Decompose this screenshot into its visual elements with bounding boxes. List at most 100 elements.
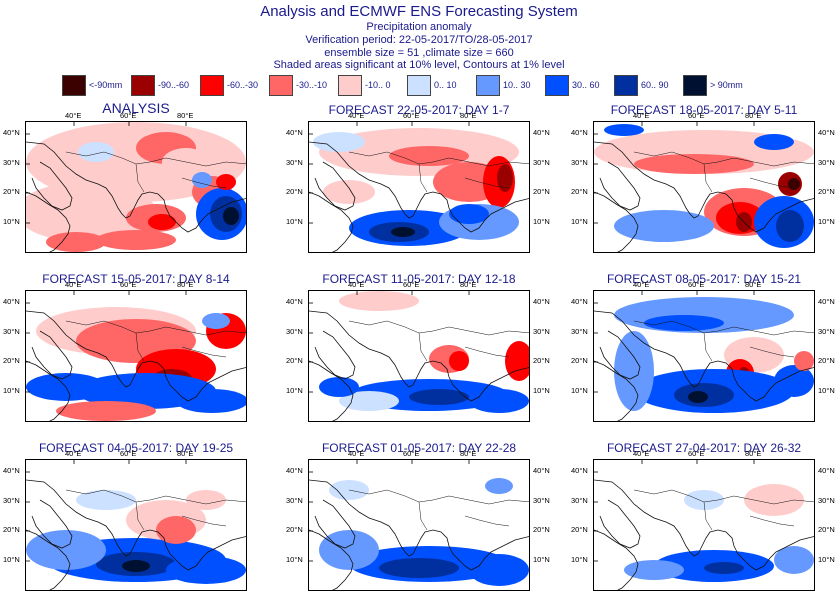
legend-label: 0.. 10 <box>434 80 457 90</box>
lat-tick-label: 30°N <box>3 158 20 167</box>
coastline <box>594 360 639 421</box>
lat-tick-label: 40°N <box>3 466 20 475</box>
anomaly-region <box>156 516 196 544</box>
country-border <box>65 320 246 362</box>
lat-tick-label: 30°N <box>571 327 588 336</box>
lon-tick-label: 80°E <box>460 449 477 458</box>
anomaly-region <box>485 478 513 494</box>
legend-swatch <box>131 75 155 96</box>
coastline <box>314 330 356 380</box>
anomaly-region <box>614 210 714 242</box>
country-border <box>348 151 529 193</box>
anomaly-region <box>379 558 459 578</box>
lat-tick-label: 10°N <box>818 217 835 226</box>
anomaly-region <box>216 174 236 190</box>
lat-tick-label: 30°N <box>286 327 303 336</box>
legend-label: -60..-30 <box>227 80 259 90</box>
anomaly-region <box>634 154 754 174</box>
lon-tick-label: 60°E <box>403 449 420 458</box>
coastline <box>26 141 246 233</box>
anomaly-region <box>604 124 644 136</box>
lat-tick-label: 10°N <box>818 555 835 564</box>
anomaly-region <box>469 389 529 413</box>
lat-tick-label: 20°N <box>533 525 550 534</box>
lon-tick-label: 60°E <box>120 111 137 120</box>
lat-tick-label: 40°N <box>3 297 20 306</box>
map-panel: FORECAST 01-05-2017: DAY 22-28 40°E 60°E 80… <box>286 441 550 591</box>
coastline <box>26 479 246 571</box>
country-border <box>633 489 814 531</box>
lat-tick-label: 20°N <box>818 356 835 365</box>
anomaly-region <box>26 530 106 570</box>
map-canvas <box>309 291 529 421</box>
lat-tick-label: 40°N <box>818 297 835 306</box>
lon-tick-label: 60°E <box>120 280 137 289</box>
verification-period: Verification period: 22-05-2017/TO/28-05… <box>305 34 533 46</box>
anomaly-region <box>794 351 814 371</box>
legend-swatch <box>476 75 500 96</box>
anomaly-map <box>308 121 530 253</box>
lon-tick-label: 40°E <box>348 449 365 458</box>
lat-tick-label: 20°N <box>571 356 588 365</box>
anomaly-region <box>788 178 800 190</box>
lon-tick-label: 60°E <box>688 111 705 120</box>
lat-tick-label: 30°N <box>818 158 835 167</box>
lat-tick-label: 40°N <box>3 128 20 137</box>
panel-title: FORECAST 18-05-2017: DAY 5-11 <box>610 103 798 117</box>
lat-tick-label: 30°N <box>533 327 550 336</box>
anomaly-region <box>774 546 814 574</box>
lat-tick-label: 30°N <box>818 496 835 505</box>
lat-tick-label: 10°N <box>3 386 20 395</box>
lat-tick-label: 20°N <box>533 356 550 365</box>
lon-tick-label: 60°E <box>403 111 420 120</box>
coastline <box>599 161 641 211</box>
lat-tick-label: 10°N <box>286 555 303 564</box>
lat-tick-label: 10°N <box>571 217 588 226</box>
ensemble-size: ensemble size = 51 ,climate size = 660 <box>324 47 514 59</box>
lat-tick-label: 30°N <box>571 158 588 167</box>
map-canvas <box>594 122 814 252</box>
coastline <box>31 330 73 380</box>
coastline <box>594 141 814 233</box>
lat-tick-label: 40°N <box>286 128 303 137</box>
lon-tick-label: 60°E <box>403 280 420 289</box>
lat-tick-label: 20°N <box>3 525 20 534</box>
lon-tick-label: 40°E <box>633 449 650 458</box>
anomaly-region <box>76 490 136 510</box>
anomaly-region <box>409 389 469 405</box>
coastline <box>594 479 814 571</box>
map-canvas <box>594 460 814 590</box>
lat-tick-label: 40°N <box>571 297 588 306</box>
anomaly-region <box>319 377 359 397</box>
panel-title: FORECAST 04-05-2017: DAY 19-25 <box>38 441 234 455</box>
lat-tick-label: 30°N <box>286 158 303 167</box>
map-panel: FORECAST 18-05-2017: DAY 5-11 40°E 60°E 80°… <box>571 103 835 253</box>
lon-tick-label: 40°E <box>65 111 82 120</box>
lat-tick-label: 10°N <box>3 555 20 564</box>
lat-tick-label: 10°N <box>571 386 588 395</box>
country-border <box>633 151 814 193</box>
anomaly-region <box>389 146 469 166</box>
anomaly-region <box>754 134 794 150</box>
coastline <box>599 330 641 380</box>
lon-tick-label: 80°E <box>460 111 477 120</box>
coastline <box>594 191 639 252</box>
anomaly-region <box>148 214 176 230</box>
anomaly-region <box>202 313 230 329</box>
panel-title: FORECAST 01-05-2017: DAY 22-28 <box>321 441 517 455</box>
lat-tick-label: 40°N <box>533 128 550 137</box>
legend-label: 10.. 30 <box>503 80 531 90</box>
anomaly-region <box>644 315 724 331</box>
coastline <box>309 479 529 571</box>
lat-tick-label: 20°N <box>3 187 20 196</box>
anomaly-region <box>223 207 239 225</box>
lat-tick-label: 20°N <box>286 525 303 534</box>
coastline <box>309 191 354 252</box>
panel-title: FORECAST 08-05-2017: DAY 15-21 <box>606 272 802 286</box>
anomaly-map <box>308 459 530 591</box>
coastline <box>309 141 529 233</box>
anomaly-region <box>704 562 744 574</box>
panel-title: ANALYSIS <box>102 100 170 116</box>
anomaly-region <box>391 227 415 237</box>
anomaly-region <box>122 560 150 572</box>
